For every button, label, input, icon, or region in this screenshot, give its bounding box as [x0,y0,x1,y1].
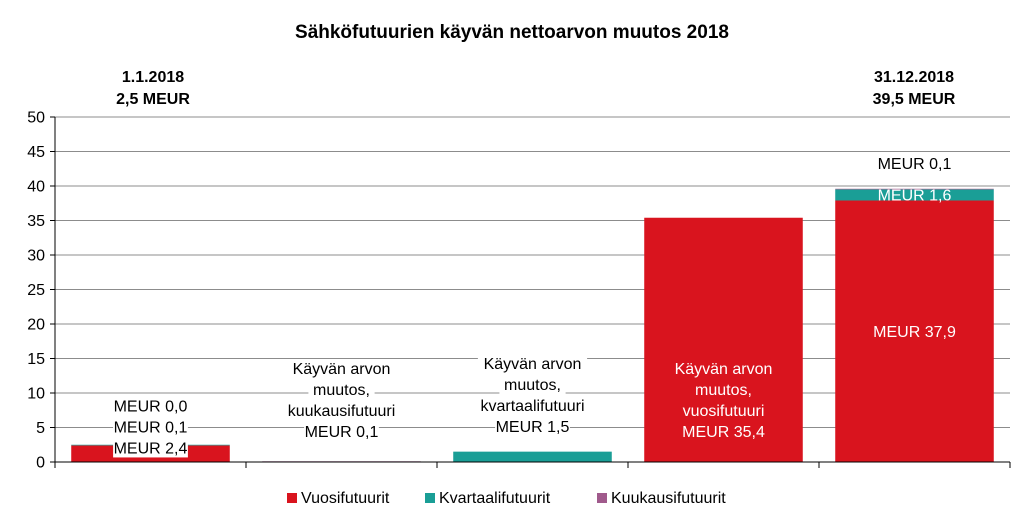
data-label: kuukausifutuuri [288,403,396,420]
legend-swatch [425,493,435,503]
bar-segment [453,451,612,462]
bar-3 [453,451,612,462]
legend-label: Kvartaalifutuurit [439,490,551,507]
data-label: MEUR 0,1 [114,419,188,436]
data-label: Käyvän arvon [293,361,391,378]
y-tick-label: 15 [27,351,45,368]
legend-swatch [287,493,297,503]
bar-4 [644,217,803,462]
chart-title: Sähköfutuurien käyvän nettoarvon muutos … [295,22,729,43]
data-label: muutos, [695,382,752,399]
y-tick-label: 35 [27,213,45,230]
data-label: Käyvän arvon [484,356,582,373]
header-right-value: 39,5 MEUR [873,91,956,108]
data-label: muutos, [313,382,370,399]
data-label: MEUR 0,1 [305,424,379,441]
legend-item: Vuosifutuurit [287,490,390,507]
bars [71,188,994,463]
label-backdrop [113,438,188,458]
legend-swatch [597,493,607,503]
legend-item: Kuukausifutuurit [597,490,726,507]
label-backdrop [499,375,566,394]
data-label: MEUR 35,4 [682,424,765,441]
y-tick-label: 25 [27,282,45,299]
data-label: vuosifutuuri [683,403,765,420]
header-left-value: 2,5 MEUR [116,91,190,108]
y-tick-label: 45 [27,144,45,161]
legend-label: Vuosifutuurit [301,490,390,507]
gridlines [55,116,1010,428]
bar-1-label: MEUR 0,0 MEUR 0,1 MEUR 2,4 [113,396,188,458]
label-backdrop [877,153,952,173]
header-right-date: 31.12.2018 [874,69,954,86]
data-label: MEUR 2,4 [114,440,188,457]
y-tick-label: 10 [27,386,45,403]
label-backdrop [304,422,379,441]
data-label: MEUR 0,0 [114,398,188,415]
data-label: kvartaalifutuuri [480,398,584,415]
label-backdrop [495,417,570,436]
legend-item: Kvartaalifutuurit [425,490,551,507]
bar-segment [835,189,994,201]
y-tick-label: 40 [27,179,45,196]
bar-segment [644,217,803,462]
label-backdrop [274,401,409,420]
y-tick-label: 5 [36,420,45,437]
legend-label: Kuukausifutuurit [611,490,726,507]
label-backdrop [308,380,375,399]
header-right: 31.12.2018 39,5 MEUR [873,69,956,108]
label-backdrop [286,359,397,378]
y-tick-label: 0 [36,455,45,472]
header-left: 1.1.2018 2,5 MEUR [116,69,190,108]
legend: Vuosifutuurit Kvartaalifutuurit Kuukausifu… [287,490,726,507]
y-tick-label: 30 [27,248,45,265]
header-left-date: 1.1.2018 [122,69,184,86]
bar-labels: MEUR 0,0 MEUR 0,1 MEUR 2,4 Käyvän arvon muut… [113,153,956,458]
bar-5 [835,188,994,463]
bar-5-label: MEUR 0,1 MEUR 1,6 MEUR 37,9 [873,153,956,341]
data-label: muutos, [504,377,561,394]
bar-4-label: Käyvän arvon muutos, vuosifutuuri MEUR 35,4 [675,361,773,441]
data-label: MEUR 1,6 [878,187,952,204]
bar-segment [835,200,994,463]
data-label: MEUR 37,9 [873,324,956,341]
label-backdrop [460,396,605,415]
label-backdrop [113,396,188,416]
bar-2-label: Käyvän arvon muutos, kuukausifutuuri MEUR 0… [274,359,409,441]
y-tick-label: 50 [27,110,45,127]
y-axis: 0 5 10 15 20 25 30 35 40 45 50 [27,110,56,472]
label-backdrop [113,417,188,437]
data-label: MEUR 1,5 [496,419,570,436]
y-tick-label: 20 [27,317,45,334]
data-label: Käyvän arvon [675,361,773,378]
bar-segment [835,188,994,190]
bar-3-label: Käyvän arvon muutos, kvartaalifutuuri MEUR … [460,354,605,436]
x-axis [54,461,1011,468]
data-label: MEUR 0,1 [878,156,952,173]
label-backdrop [477,354,588,373]
